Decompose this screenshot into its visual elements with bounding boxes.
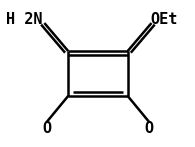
Text: OEt: OEt — [150, 12, 178, 27]
Text: O: O — [144, 121, 153, 136]
Text: O: O — [43, 121, 52, 136]
Text: H 2N: H 2N — [6, 12, 43, 27]
